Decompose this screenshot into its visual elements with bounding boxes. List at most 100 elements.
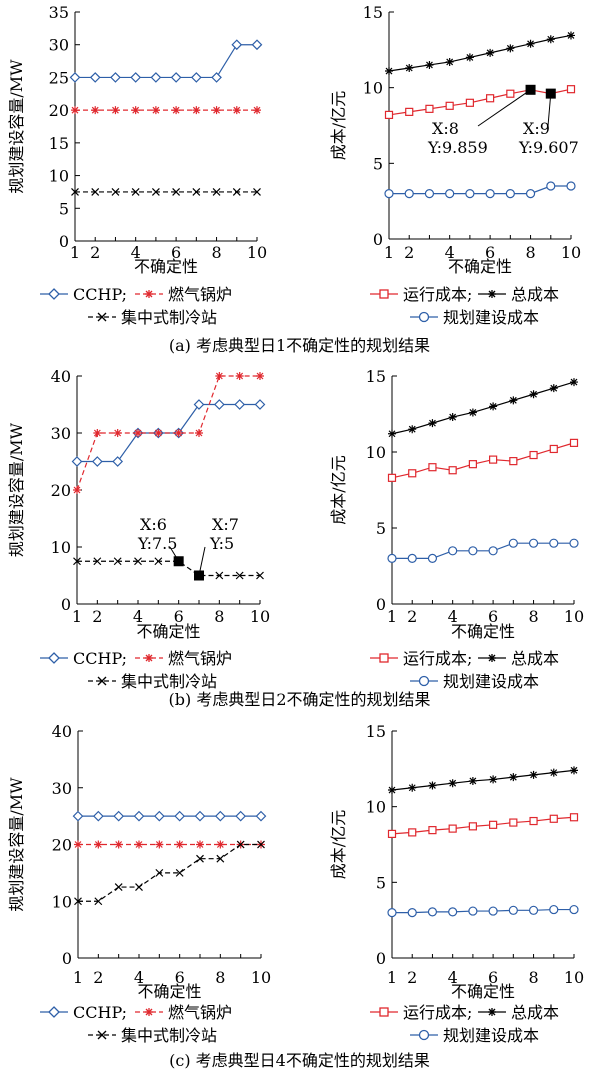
legend-boiler-asterisk-icon <box>145 1008 153 1016</box>
series-line <box>388 34 572 72</box>
legend-group-a: CCHP; 燃气锅炉 集中式制冷站 运行成本; 总成本 <box>40 285 559 355</box>
legend-chiller-x-icon <box>97 676 107 686</box>
data-point <box>114 840 123 849</box>
series-line <box>391 442 575 479</box>
data-point <box>407 907 417 918</box>
x-axis-label: 不确定性 <box>448 257 512 276</box>
y-tick-label: 0 <box>376 595 386 614</box>
y-tick-label: 5 <box>373 154 383 173</box>
legend-operating-label: 运行成本; <box>403 285 472 304</box>
data-point <box>155 868 164 877</box>
legend-group-b: CCHP; 燃气锅炉 集中式制冷站 运行成本; 总成本 <box>40 649 559 709</box>
data-point <box>73 486 81 494</box>
datatip-y-label: Y:9.607 <box>518 138 579 157</box>
series-asterisk <box>73 372 264 494</box>
x-axis-label: 不确定性 <box>136 622 200 641</box>
data-point <box>194 810 206 822</box>
y-tick-label: 0 <box>376 949 386 968</box>
legend-left-a: CCHP; 燃气锅炉 集中式制冷站 <box>40 285 232 327</box>
x-tick-label: 8 <box>528 607 538 626</box>
data-point <box>425 104 434 113</box>
data-point <box>549 768 558 777</box>
y-tick-label: 30 <box>51 424 71 443</box>
data-point <box>468 546 478 556</box>
y-axis-label: 规划建设容量/MW <box>7 777 26 912</box>
data-point <box>448 824 457 833</box>
data-point <box>232 106 241 115</box>
data-point <box>216 854 225 863</box>
data-point <box>174 810 186 822</box>
data-point <box>566 181 576 191</box>
y-tick-label: 5 <box>376 519 386 538</box>
data-point <box>489 402 498 411</box>
data-point <box>253 106 261 115</box>
data-point <box>192 106 201 115</box>
legend-boiler-asterisk-icon <box>145 654 153 662</box>
series-x <box>73 557 264 580</box>
caption-c: (c) 考虑典型日4不确定性的规划结果 <box>169 1051 430 1070</box>
x-tick-label: 2 <box>92 607 102 626</box>
x-tick-label: 10 <box>564 968 584 987</box>
data-point <box>175 840 184 849</box>
data-point <box>94 897 103 906</box>
data-point <box>71 456 83 467</box>
y-axis-label: 成本/亿元 <box>329 91 348 160</box>
legend-operating-square-icon <box>379 653 389 663</box>
data-point <box>387 553 397 564</box>
data-point <box>468 408 477 417</box>
data-point <box>215 571 224 580</box>
data-point <box>131 106 140 115</box>
data-point <box>151 106 160 115</box>
caption-a: (a) 考虑典型日1不确定性的规划结果 <box>169 336 430 355</box>
y-tick-label: 10 <box>49 167 69 186</box>
legend-chiller-x-icon <box>97 1030 107 1040</box>
series-circle <box>387 538 579 564</box>
data-point <box>251 39 263 51</box>
data-point <box>196 840 204 849</box>
legend-total-asterisk-icon <box>488 1008 496 1016</box>
series-line <box>391 816 575 835</box>
datatip-marker <box>173 556 184 567</box>
data-point <box>489 775 498 784</box>
x-tick-label: 1 <box>73 968 83 987</box>
data-point <box>546 181 556 191</box>
y-tick-label: 40 <box>51 367 71 386</box>
data-point <box>235 372 244 380</box>
data-point <box>528 538 539 548</box>
legend-group-c: CCHP; 燃气锅炉 集中式制冷站 运行成本; 总成本 <box>40 1003 559 1070</box>
data-point <box>488 546 498 556</box>
data-point <box>254 399 266 410</box>
data-point <box>529 390 538 399</box>
y-axis-label: 规划建设容量/MW <box>7 59 26 194</box>
y-tick-label: 0 <box>61 595 71 614</box>
data-point <box>569 438 579 447</box>
x-tick-label: 6 <box>175 968 185 987</box>
legend-total-label: 总成本 <box>511 649 559 668</box>
x-tick-label: 2 <box>90 243 100 262</box>
data-point <box>428 826 437 835</box>
data-point <box>112 456 124 467</box>
legend-total-label: 总成本 <box>511 1003 559 1022</box>
data-point <box>71 188 79 196</box>
series-x <box>74 840 265 906</box>
x-tick-label: 8 <box>528 968 538 987</box>
data-point <box>256 571 264 580</box>
data-point <box>151 188 160 196</box>
datatip-x-label: X:6 <box>140 515 167 534</box>
legend-boiler-label: 燃气锅炉 <box>168 285 232 304</box>
y-tick-label: 10 <box>51 538 71 557</box>
y-tick-label: 30 <box>49 36 69 55</box>
data-point <box>528 905 539 915</box>
legend-operating-label: 运行成本; <box>403 649 472 668</box>
data-point <box>384 189 394 199</box>
data-point <box>569 813 579 822</box>
y-tick-label: 0 <box>62 949 72 968</box>
data-point <box>427 553 438 564</box>
x-axis-label: 不确定性 <box>451 622 515 641</box>
x-tick-label: 4 <box>445 243 455 262</box>
data-point <box>135 883 143 891</box>
data-point <box>445 189 455 199</box>
data-point <box>192 188 201 196</box>
series-line <box>75 44 257 79</box>
data-point <box>448 907 458 917</box>
